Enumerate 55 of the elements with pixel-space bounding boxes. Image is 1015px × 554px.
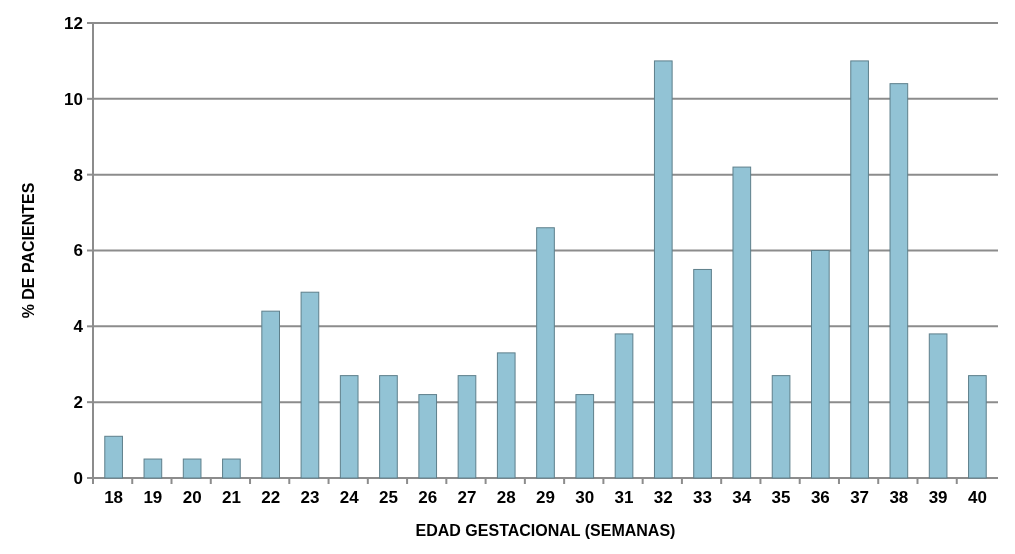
x-tick-label: 18 bbox=[104, 488, 124, 507]
bar bbox=[379, 375, 398, 479]
y-axis-title: % DE PACIENTES bbox=[20, 182, 37, 319]
y-tick-label: 4 bbox=[73, 317, 84, 337]
x-tick-label: 21 bbox=[221, 488, 241, 507]
bar bbox=[968, 375, 987, 479]
bar bbox=[653, 60, 673, 479]
x-tick-label: 22 bbox=[261, 488, 281, 507]
bar bbox=[457, 375, 477, 479]
x-tick-label: 25 bbox=[378, 488, 398, 507]
y-tick-label: 2 bbox=[73, 393, 83, 413]
x-tick-label: 20 bbox=[182, 488, 202, 507]
x-tick-label: 24 bbox=[339, 488, 360, 507]
x-axis-title: EDAD GESTACIONAL (SEMANAS) bbox=[415, 522, 676, 539]
y-tick-label: 0 bbox=[73, 468, 83, 488]
x-tick-label: 28 bbox=[496, 488, 516, 507]
x-tick-label: 30 bbox=[575, 488, 595, 507]
x-tick-label: 38 bbox=[889, 488, 909, 507]
x-tick-label: 19 bbox=[143, 488, 163, 507]
bar bbox=[889, 83, 909, 479]
x-tick-label: 34 bbox=[732, 488, 752, 507]
y-tick-label: 10 bbox=[64, 89, 83, 109]
x-tick-label: 32 bbox=[653, 488, 673, 507]
bar bbox=[811, 250, 830, 479]
bar bbox=[850, 60, 869, 479]
x-tick-label: 40 bbox=[967, 488, 987, 507]
y-tick-label: 12 bbox=[64, 13, 83, 33]
x-tick-label: 39 bbox=[928, 488, 948, 507]
x-tick-label: 29 bbox=[536, 488, 555, 507]
x-tick-label: 27 bbox=[457, 488, 477, 507]
x-tick-label: 31 bbox=[614, 488, 634, 507]
x-tick-label: 37 bbox=[850, 488, 870, 507]
bar bbox=[536, 227, 555, 479]
bar bbox=[575, 394, 595, 479]
bar bbox=[143, 458, 163, 479]
bar bbox=[928, 333, 948, 479]
bar bbox=[771, 375, 791, 479]
bar bbox=[222, 458, 241, 479]
x-tick-label: 35 bbox=[771, 488, 791, 507]
bar bbox=[496, 352, 516, 479]
bar bbox=[693, 268, 712, 479]
x-tick-label: 26 bbox=[418, 488, 438, 507]
x-tick-label: 33 bbox=[693, 488, 713, 507]
x-tick-label: 23 bbox=[300, 488, 320, 507]
bar bbox=[614, 333, 634, 479]
bar bbox=[418, 394, 438, 479]
y-tick-label: 8 bbox=[73, 165, 83, 185]
bar bbox=[339, 375, 359, 479]
bar bbox=[104, 435, 123, 479]
y-tick-label: 6 bbox=[73, 241, 83, 261]
bar bbox=[182, 458, 202, 479]
x-tick-label: 36 bbox=[810, 488, 830, 507]
bar bbox=[732, 166, 752, 479]
bar bbox=[300, 291, 320, 479]
bar bbox=[261, 310, 280, 479]
